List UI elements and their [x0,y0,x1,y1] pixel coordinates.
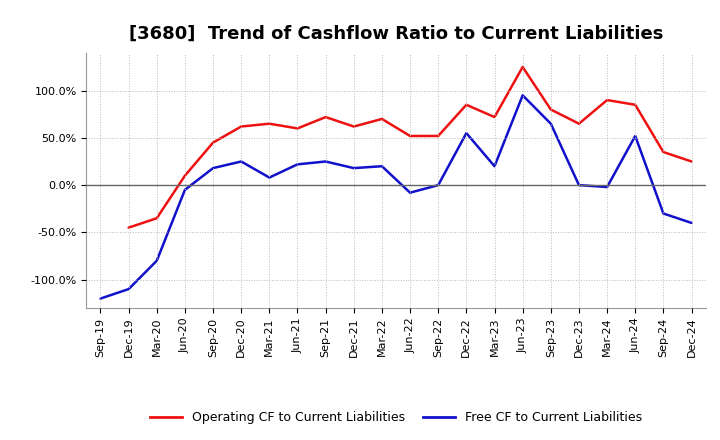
Free CF to Current Liabilities [153,258,161,264]
Operating CF to Current Liabilities [518,64,527,70]
Free CF to Current Liabilities [96,296,105,301]
Free CF to Current Liabilities [209,165,217,171]
Operating CF to Current Liabilities [631,102,639,107]
Operating CF to Current Liabilities [490,114,499,120]
Free CF to Current Liabilities [237,159,246,164]
Legend: Operating CF to Current Liabilities, Free CF to Current Liabilities: Operating CF to Current Liabilities, Fre… [145,407,647,429]
Free CF to Current Liabilities [575,183,583,188]
Operating CF to Current Liabilities [181,173,189,178]
Operating CF to Current Liabilities [603,97,611,103]
Operating CF to Current Liabilities [546,107,555,112]
Operating CF to Current Liabilities [575,121,583,126]
Free CF to Current Liabilities [293,161,302,167]
Free CF to Current Liabilities [603,184,611,190]
Operating CF to Current Liabilities [237,124,246,129]
Operating CF to Current Liabilities [659,150,667,155]
Free CF to Current Liabilities [687,220,696,226]
Operating CF to Current Liabilities [293,126,302,131]
Line: Operating CF to Current Liabilities: Operating CF to Current Liabilities [129,67,691,227]
Operating CF to Current Liabilities [125,225,133,230]
Free CF to Current Liabilities [349,165,358,171]
Free CF to Current Liabilities [518,93,527,98]
Free CF to Current Liabilities [631,133,639,139]
Line: Free CF to Current Liabilities: Free CF to Current Liabilities [101,95,691,299]
Operating CF to Current Liabilities [321,114,330,120]
Title: [3680]  Trend of Cashflow Ratio to Current Liabilities: [3680] Trend of Cashflow Ratio to Curren… [129,25,663,43]
Operating CF to Current Liabilities [153,216,161,221]
Free CF to Current Liabilities [546,121,555,126]
Operating CF to Current Liabilities [377,116,386,121]
Free CF to Current Liabilities [125,286,133,292]
Operating CF to Current Liabilities [406,133,415,139]
Free CF to Current Liabilities [321,159,330,164]
Operating CF to Current Liabilities [434,133,443,139]
Free CF to Current Liabilities [377,164,386,169]
Operating CF to Current Liabilities [349,124,358,129]
Operating CF to Current Liabilities [209,140,217,145]
Free CF to Current Liabilities [462,131,471,136]
Free CF to Current Liabilities [490,164,499,169]
Free CF to Current Liabilities [265,175,274,180]
Operating CF to Current Liabilities [462,102,471,107]
Free CF to Current Liabilities [181,187,189,192]
Operating CF to Current Liabilities [265,121,274,126]
Free CF to Current Liabilities [406,190,415,195]
Operating CF to Current Liabilities [687,159,696,164]
Free CF to Current Liabilities [659,211,667,216]
Free CF to Current Liabilities [434,183,443,188]
